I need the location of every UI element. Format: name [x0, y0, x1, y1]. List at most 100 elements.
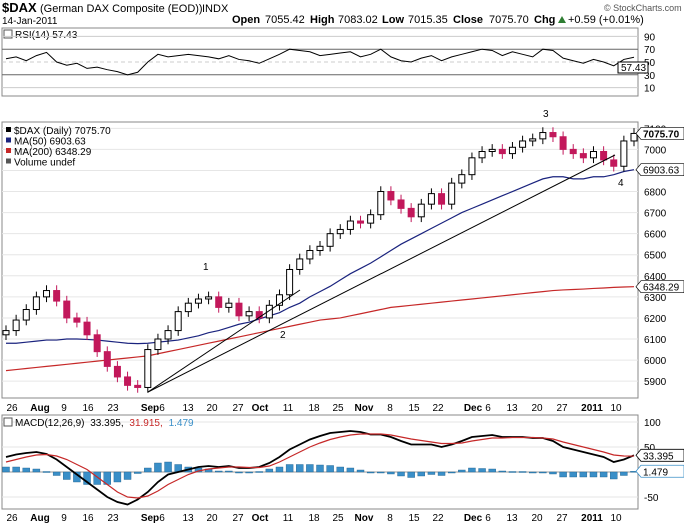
date-tick-label: 10: [610, 513, 622, 524]
macd-collapse-icon[interactable]: [3, 417, 13, 427]
candle-body: [417, 203, 425, 218]
histogram-bar: [225, 470, 233, 473]
date-tick-label: 6: [159, 513, 165, 524]
candle-body: [225, 302, 233, 308]
close-value: 7075.70: [489, 14, 529, 26]
date-tick-label: 2011: [581, 403, 603, 414]
candle-body: [134, 384, 142, 388]
histogram-bar: [407, 471, 415, 478]
histogram-bar: [539, 471, 547, 474]
histogram-bar: [559, 471, 567, 478]
date-tick-label: 15: [408, 403, 420, 414]
date-tick-label: 16: [82, 513, 94, 524]
candle-body: [478, 150, 486, 159]
wave-label-4: 4: [618, 178, 624, 189]
candle-body: [316, 245, 324, 252]
date-tick-label: 13: [506, 513, 518, 524]
candle-body: [154, 338, 162, 351]
histogram-bar: [113, 471, 122, 483]
rsi-collapse-icon[interactable]: [3, 29, 13, 39]
price-tick-label: 6200: [644, 314, 667, 325]
candle-body: [458, 174, 466, 184]
histogram-bar: [468, 467, 476, 473]
last-price-tag-box: [635, 127, 684, 140]
histogram-bar: [2, 466, 10, 473]
date-tick-label: Nov: [355, 513, 374, 524]
date-tick-label: Sep: [141, 403, 159, 414]
wave-label-3: 3: [543, 109, 549, 120]
legend-entry: $DAX (Daily) 7075.70: [14, 126, 111, 137]
candle-body: [205, 296, 213, 300]
macd-label: MACD(12,26,9) 33.395, 31.915, 1.479: [15, 418, 194, 429]
trend-line-upper: [147, 289, 301, 393]
date-tick-label: 11: [283, 513, 294, 524]
quote-date: 14-Jan-2011: [2, 16, 58, 27]
candle-body: [306, 250, 314, 260]
date-tick-label: 9: [61, 513, 67, 524]
date-tick-label: Nov: [355, 403, 374, 414]
histogram-bar: [529, 471, 537, 474]
candle-body: [559, 136, 567, 150]
legend-entry: MA(200) 6348.29: [14, 147, 92, 158]
wave-label-1: 1: [203, 262, 209, 273]
date-tick-label: 9: [61, 403, 67, 414]
symbol-description: (German DAX Composite (EOD)): [40, 3, 203, 15]
legend-entry: MA(50) 6903.63: [14, 137, 86, 148]
date-tick-label: Oct: [252, 513, 269, 524]
histogram-bar: [63, 471, 71, 480]
candle-body: [539, 132, 547, 140]
rsi-gridlines: [2, 35, 638, 89]
date-tick-label: 6: [159, 403, 165, 414]
candle-body: [346, 220, 354, 230]
candle-body: [397, 199, 405, 209]
macd-histogram: [2, 461, 638, 485]
candle-body: [12, 319, 20, 332]
histogram-bar: [123, 471, 132, 480]
macd-tick-label: 50: [644, 443, 656, 454]
candle-body: [144, 349, 152, 388]
ma200-line: [5, 286, 635, 372]
histogram-bar: [427, 471, 436, 475]
histogram-bar: [275, 466, 284, 473]
hist-last-tag: 1.479: [643, 467, 668, 478]
legend-entry: Volume undef: [14, 158, 75, 169]
candle-body: [569, 148, 577, 155]
candle-body: [2, 330, 10, 336]
ma50-tag-box: [635, 163, 684, 177]
candle-body: [326, 233, 334, 247]
histogram-bar: [12, 466, 20, 473]
candle-body: [407, 207, 415, 218]
candle-body: [357, 220, 365, 224]
candle-body: [488, 148, 496, 152]
price-tick-label: 6800: [644, 188, 667, 199]
date-tick-label: 6: [485, 403, 491, 414]
rsi-tick-label: 90: [644, 32, 656, 43]
candle-body: [508, 146, 516, 155]
candle-body: [124, 376, 132, 386]
legend-swatch: [6, 137, 11, 143]
date-tick-label: 18: [308, 403, 320, 414]
date-tick-label: 22: [432, 513, 444, 524]
date-tick-label: 13: [182, 403, 194, 414]
candle-body: [103, 351, 111, 367]
candle-body: [620, 140, 628, 167]
candle-body: [245, 311, 253, 317]
histogram-bar: [32, 468, 41, 473]
candle-body: [83, 321, 91, 336]
histogram-bar: [93, 471, 101, 485]
histogram-bar: [377, 471, 385, 474]
histogram-bar: [164, 461, 172, 473]
candle-body: [549, 132, 557, 138]
histogram-bar: [569, 471, 577, 478]
price-tick-label: 6500: [644, 251, 667, 262]
candle-body: [215, 296, 223, 308]
histogram-bar: [255, 471, 263, 473]
histogram-bar: [579, 471, 588, 478]
histogram-bar: [296, 464, 304, 473]
date-tick-label: 23: [107, 513, 119, 524]
price-value-tags: 7075.70 6903.63 6348.29: [635, 127, 684, 294]
histogram-bar: [437, 471, 446, 476]
date-tick-label: 13: [182, 513, 194, 524]
ma50-tag: 6903.63: [643, 166, 680, 177]
